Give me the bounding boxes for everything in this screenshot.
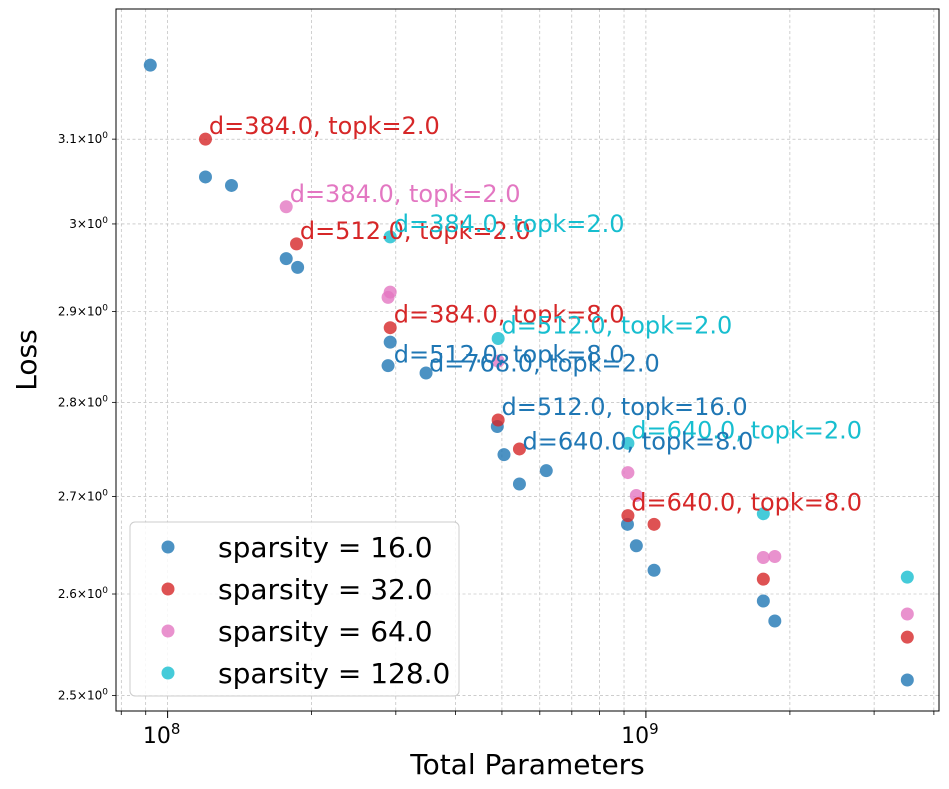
point-sparsity-16-0 bbox=[647, 563, 661, 577]
point-sparsity-16-0 bbox=[383, 335, 397, 349]
legend-marker bbox=[161, 624, 175, 638]
point-sparsity-128-0 bbox=[900, 570, 914, 584]
point-sparsity-16-0 bbox=[381, 359, 395, 373]
data-points bbox=[143, 58, 914, 687]
point-sparsity-64-0 bbox=[491, 354, 505, 368]
x-tick-label: 109 bbox=[621, 720, 659, 749]
legend: sparsity = 16.0 sparsity = 32.0 sparsity =… bbox=[129, 521, 460, 697]
point-sparsity-32-0 bbox=[383, 321, 397, 335]
legend-entry-label: sparsity = 64.0 bbox=[218, 615, 433, 648]
point-sparsity-32-0 bbox=[290, 237, 304, 251]
point-sparsity-16-0 bbox=[512, 477, 526, 491]
annotation-label: d=768.0, topk=2.0 bbox=[429, 350, 660, 378]
y-tick-label: 2.9×100 bbox=[58, 304, 108, 319]
point-sparsity-32-0 bbox=[647, 517, 661, 531]
point-sparsity-64-0 bbox=[900, 607, 914, 621]
point-sparsity-32-0 bbox=[512, 442, 526, 456]
point-sparsity-16-0 bbox=[756, 594, 770, 608]
legend-marker bbox=[161, 666, 175, 680]
point-sparsity-16-0 bbox=[768, 614, 782, 628]
point-sparsity-16-0 bbox=[291, 260, 305, 274]
y-tick-label: 3.1×100 bbox=[58, 131, 108, 146]
point-sparsity-16-0 bbox=[900, 673, 914, 687]
legend-marker bbox=[161, 582, 175, 596]
point-sparsity-16-0 bbox=[539, 464, 553, 478]
axis-ticks: 108 109 2.5×100 2.6×100 2.7×100 2.8×100 2.9×10… bbox=[58, 131, 935, 749]
point-sparsity-32-0 bbox=[491, 413, 505, 427]
point-sparsity-16-0 bbox=[279, 252, 293, 266]
point-sparsity-16-0 bbox=[629, 539, 643, 553]
annotation-label: d=640.0, topk=8.0 bbox=[631, 489, 862, 517]
point-sparsity-128-0 bbox=[491, 332, 505, 346]
annotation-label: d=640.0, topk=8.0 bbox=[522, 428, 753, 456]
y-axis-title: Loss bbox=[10, 329, 43, 390]
x-axis-title: Total Parameters bbox=[409, 748, 645, 781]
y-tick-label: 2.5×100 bbox=[58, 687, 108, 702]
annotation-label: d=384.0, topk=8.0 bbox=[394, 301, 625, 329]
point-sparsity-64-0 bbox=[756, 550, 770, 564]
point-sparsity-64-0 bbox=[383, 285, 397, 299]
legend-entry-label: sparsity = 16.0 bbox=[218, 531, 433, 564]
y-tick-label: 2.7×100 bbox=[58, 488, 108, 503]
point-sparsity-64-0 bbox=[621, 466, 635, 480]
point-sparsity-64-0 bbox=[768, 549, 782, 563]
plot-frame bbox=[115, 8, 940, 712]
y-tick-label: 2.6×100 bbox=[58, 586, 108, 601]
point-sparsity-32-0 bbox=[198, 132, 212, 146]
point-sparsity-128-0 bbox=[383, 230, 397, 244]
annotation-label: d=512.0, topk=2.0 bbox=[502, 312, 733, 340]
y-tick-label: 3×100 bbox=[69, 216, 108, 231]
point-sparsity-128-0 bbox=[756, 507, 770, 521]
point-sparsity-32-0 bbox=[756, 572, 770, 586]
point-sparsity-16-0 bbox=[224, 178, 238, 192]
x-tick-label: 108 bbox=[143, 720, 181, 749]
point-sparsity-32-0 bbox=[900, 630, 914, 644]
point-sparsity-16-0 bbox=[198, 170, 212, 184]
point-annotations: d=384.0, topk=2.0d=384.0, topk=2.0d=512.… bbox=[209, 112, 862, 516]
point-sparsity-16-0 bbox=[497, 448, 511, 462]
point-sparsity-64-0 bbox=[629, 488, 643, 502]
point-sparsity-32-0 bbox=[621, 509, 635, 523]
y-tick-label: 2.8×100 bbox=[58, 394, 108, 409]
legend-marker bbox=[161, 540, 175, 554]
point-sparsity-16-0 bbox=[419, 366, 433, 380]
point-sparsity-16-0 bbox=[143, 58, 157, 72]
legend-entry-label: sparsity = 128.0 bbox=[218, 657, 450, 690]
annotation-label: d=512.0, topk=16.0 bbox=[502, 393, 748, 421]
point-sparsity-128-0 bbox=[621, 436, 635, 450]
point-sparsity-64-0 bbox=[279, 200, 293, 214]
annotation-label: d=512.0, topk=8.0 bbox=[394, 341, 625, 369]
annotation-label: d=384.0, topk=2.0 bbox=[394, 210, 625, 238]
legend-box bbox=[129, 521, 460, 697]
annotation-label: d=384.0, topk=2.0 bbox=[209, 112, 440, 140]
legend-entry-label: sparsity = 32.0 bbox=[218, 573, 433, 606]
annotation-label: d=640.0, topk=2.0 bbox=[631, 416, 862, 444]
annotation-label: d=512.0, topk=2.0 bbox=[300, 217, 531, 245]
annotation-label: d=384.0, topk=2.0 bbox=[290, 180, 521, 208]
